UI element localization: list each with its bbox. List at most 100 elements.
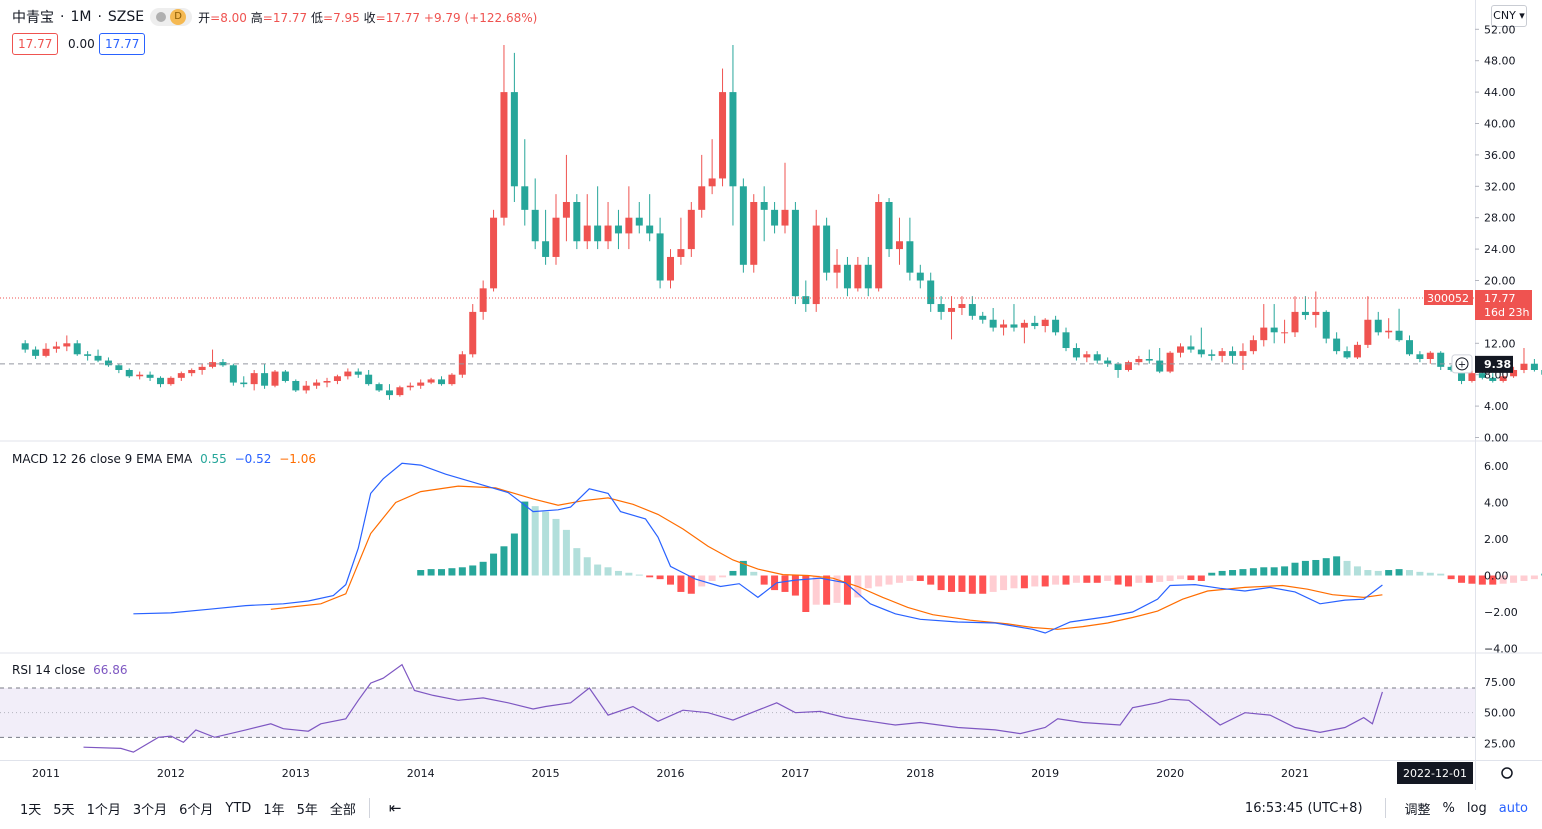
change-value: +9.79 (+122.68%) <box>423 10 538 25</box>
candle-body <box>1177 346 1185 353</box>
macd-histogram-bar <box>510 533 518 576</box>
date-range-icon[interactable]: ⇤ <box>388 799 402 817</box>
time-tick-label: 2017 <box>781 767 809 780</box>
macd-histogram-bar <box>1218 570 1226 576</box>
auto-toggle[interactable]: auto <box>1498 800 1528 816</box>
candle-body <box>1062 332 1070 349</box>
candle-body <box>1374 319 1382 333</box>
candle-body <box>261 373 269 386</box>
macd-histogram-bar <box>760 575 768 585</box>
macd-histogram-bar <box>958 575 966 592</box>
currency-select[interactable]: CNY ▾ <box>1491 5 1527 27</box>
rsi-value: 66.86 <box>93 663 128 677</box>
rsi-line <box>83 663 1383 753</box>
exchange-label[interactable]: SZSE <box>107 9 145 25</box>
macd-histogram-bar <box>1301 560 1309 576</box>
candle-body <box>823 225 831 273</box>
range-button-1y[interactable]: 1年 <box>263 802 285 818</box>
macd-histogram-bar <box>552 518 560 576</box>
candle-body <box>1312 311 1320 316</box>
buy-button[interactable]: 17.77 <box>99 33 146 55</box>
range-button-3m[interactable]: 3个月 <box>132 802 168 818</box>
range-button-6m[interactable]: 6个月 <box>179 802 214 818</box>
candle-body <box>500 92 508 218</box>
candle-body <box>760 202 768 210</box>
candle-body <box>885 202 893 250</box>
toolbar-divider <box>1384 798 1386 818</box>
candle-body <box>84 354 92 356</box>
price-tick-label: 32.00 <box>1484 180 1516 193</box>
candle-body <box>646 225 654 234</box>
log-toggle[interactable]: log <box>1466 800 1487 816</box>
candle-body <box>1353 344 1361 358</box>
candle-body <box>594 225 602 242</box>
chart-axes: 52.00 48.00 44.00 40.00 36.00 32.00 28.00 24.00… <box>32 23 1532 784</box>
price-tick-label: 4.00 <box>1484 400 1509 413</box>
time-tick-label: 2011 <box>32 767 60 780</box>
macd-histogram-bar <box>490 553 498 576</box>
candle-body <box>1145 359 1153 361</box>
range-button-1d[interactable]: 1天 <box>20 802 42 818</box>
macd-histogram-bar <box>1405 570 1413 576</box>
macd-histogram-bar <box>1437 573 1445 576</box>
currency-label: CNY <box>1493 9 1516 22</box>
candle-body <box>667 256 674 281</box>
rsi-tick-label: 50.00 <box>1484 707 1516 720</box>
candle-body <box>209 362 217 367</box>
candle-body <box>146 374 154 378</box>
rsi-band-background <box>0 688 1475 738</box>
macd-histogram-bar <box>812 575 820 605</box>
interval-label[interactable]: 1M <box>70 9 92 25</box>
candle-body <box>1093 354 1101 361</box>
symbol-name[interactable]: 中青宝 <box>12 10 54 26</box>
close-label: 收 <box>363 10 376 25</box>
candle-body <box>438 379 446 385</box>
candle-body <box>510 92 518 187</box>
macd-histogram-bar <box>781 575 789 592</box>
macd-tick-label: 4.00 <box>1484 497 1509 510</box>
adjust-button[interactable]: 调整 <box>1404 802 1431 818</box>
percent-toggle[interactable]: % <box>1442 800 1455 816</box>
range-button-ytd[interactable]: YTD <box>225 800 252 816</box>
macd-histogram-bar <box>1312 559 1320 576</box>
macd-histogram-bar <box>1374 570 1382 576</box>
range-button-5d[interactable]: 5天 <box>53 802 75 818</box>
range-button-all[interactable]: 全部 <box>329 802 356 818</box>
candle-body <box>188 369 196 374</box>
candle-body <box>156 377 164 385</box>
candle-body <box>843 264 851 289</box>
candle-body <box>562 202 570 218</box>
candle-body <box>198 366 206 370</box>
macd-histogram-bar <box>1416 571 1424 576</box>
range-button-1m[interactable]: 1个月 <box>86 802 121 818</box>
chart-canvas[interactable]: 52.00 48.00 44.00 40.00 36.00 32.00 28.00 24.00… <box>0 0 1542 790</box>
candle-body <box>521 186 529 210</box>
macd-histogram-bar <box>1281 566 1289 576</box>
macd-legend[interactable]: MACD 12 26 close 9 EMA EMA 0.55 −0.52 −1… <box>12 452 316 466</box>
macd-histogram-bar <box>791 575 799 596</box>
candle-body <box>1072 348 1080 358</box>
candle-body <box>1041 319 1049 327</box>
rsi-legend[interactable]: RSI 14 close 66.86 <box>12 663 128 677</box>
macd-histogram-bar <box>885 575 893 585</box>
macd-tick-label: 6.00 <box>1484 460 1509 473</box>
candle-body <box>1322 311 1330 339</box>
market-status-toggle[interactable]: D <box>150 8 193 26</box>
price-tick-label: 48.00 <box>1484 55 1516 68</box>
price-tick-label: 12.00 <box>1484 337 1516 350</box>
candle-body <box>729 92 737 187</box>
macd-histogram-bar <box>1468 575 1476 584</box>
macd-histogram-bar <box>1093 575 1101 583</box>
macd-histogram-bar <box>542 511 550 576</box>
sell-button[interactable]: 17.77 <box>12 33 59 55</box>
candle-body <box>250 373 258 385</box>
candle-body <box>1135 359 1143 363</box>
macd-histogram-bar <box>521 501 529 576</box>
range-button-5y[interactable]: 5年 <box>296 802 318 818</box>
macd-histogram-bar <box>417 570 425 576</box>
clock-timezone[interactable]: 16:53:45 (UTC+8) <box>1244 800 1363 816</box>
macd-histogram-bar <box>448 568 456 576</box>
macd-histogram-bar <box>708 575 716 581</box>
candle-body <box>1104 360 1112 364</box>
macd-histogram-bar <box>646 575 654 578</box>
